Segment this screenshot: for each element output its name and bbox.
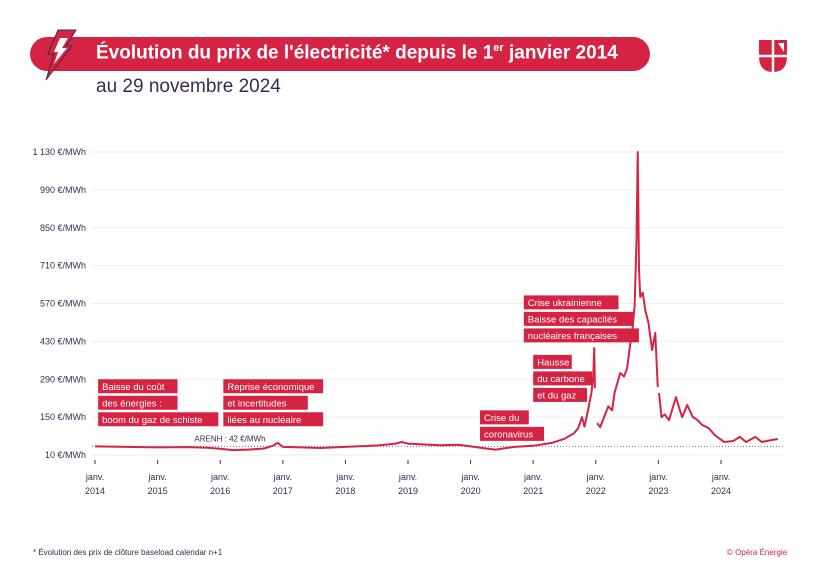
annotation-box — [479, 410, 529, 425]
price-line — [658, 392, 779, 444]
x-tick-label-month: janv. — [460, 472, 479, 482]
title-text: Évolution du prix de l'électricité* depu… — [96, 42, 494, 64]
x-tick-label-year: 2017 — [273, 486, 293, 496]
title-superscript: er — [493, 42, 504, 54]
x-tick-label-month: janv. — [273, 472, 292, 482]
x-tick-label-year: 2016 — [210, 486, 230, 496]
annotation-text: Baisse du coût — [102, 382, 165, 393]
y-tick-label: 710 €/MWh — [40, 261, 86, 271]
x-tick-label-month: janv. — [711, 472, 730, 482]
y-tick-label: 290 €/MWh — [40, 374, 86, 384]
annotation-text: du carbone — [537, 374, 585, 385]
annotation-box — [98, 395, 178, 410]
y-tick-label: 10 €/MWh — [45, 450, 86, 460]
x-tick-label-year: 2019 — [398, 486, 418, 496]
x-tick-label-year: 2021 — [523, 486, 543, 496]
lightning-bolt-icon — [45, 29, 77, 81]
x-tick-label-month: janv. — [210, 472, 229, 482]
annotation-box — [533, 371, 593, 386]
page-title: Évolution du prix de l'électricité* depu… — [96, 42, 618, 64]
annotation-box — [523, 328, 639, 343]
arenh-label: ARENH : 42 €/MWh — [194, 434, 265, 443]
y-tick-label: 850 €/MWh — [40, 223, 86, 233]
page-subtitle: au 29 novembre 2024 — [96, 76, 281, 97]
copyright: © Opéra Énergie — [727, 548, 788, 557]
annotation-box — [523, 311, 634, 326]
x-tick-label-year: 2020 — [461, 486, 481, 496]
x-tick-label-month: janv. — [335, 472, 354, 482]
y-tick-label: 990 €/MWh — [40, 185, 86, 195]
x-tick-label-year: 2024 — [711, 486, 731, 496]
x-tick-label-month: janv. — [147, 472, 166, 482]
y-tick-label: 1 130 €/MWh — [32, 147, 86, 157]
annotation-box — [523, 295, 619, 310]
annotation-text: coronavirus — [484, 429, 533, 440]
x-tick-label-month: janv. — [523, 472, 542, 482]
annotation-text: liées au nucléaire — [227, 415, 301, 426]
x-tick-label-month: janv. — [586, 472, 605, 482]
annotation-text: Hausse — [537, 357, 569, 368]
price-line — [94, 347, 597, 452]
x-tick-label-year: 2023 — [648, 486, 668, 496]
annotation-text: Reprise économique — [227, 382, 314, 393]
x-tick-label-month: janv. — [85, 472, 104, 482]
opera-energie-logo — [759, 40, 787, 72]
annotation-text: et incertitudes — [227, 398, 286, 409]
x-tick-label-year: 2014 — [85, 486, 105, 496]
annotation-text: Crise du — [484, 413, 519, 424]
x-tick-label-month: janv. — [648, 472, 667, 482]
y-tick-label: 430 €/MWh — [40, 336, 86, 346]
y-tick-label: 570 €/MWh — [40, 299, 86, 309]
annotation-box — [223, 412, 324, 427]
annotation-text: et du gaz — [537, 390, 576, 401]
annotation-box — [533, 354, 572, 369]
annotation-text: nucléaires françaises — [528, 331, 617, 342]
x-tick-label-year: 2022 — [586, 486, 606, 496]
annotation-box — [223, 379, 324, 394]
title-banner — [30, 37, 650, 71]
price-line — [596, 151, 659, 429]
annotation-box — [533, 387, 588, 402]
x-tick-label-year: 2015 — [148, 486, 168, 496]
annotation-box — [98, 412, 219, 427]
annotation-text: des énergies : — [102, 398, 162, 409]
footnote: * Évolution des prix de clôture baseload… — [33, 548, 223, 557]
title-end: janvier 2014 — [503, 42, 618, 64]
x-tick-label-month: janv. — [398, 472, 417, 482]
x-tick-label-year: 2018 — [335, 486, 355, 496]
annotation-text: Crise ukrainienne — [528, 298, 602, 309]
y-tick-label: 150 €/MWh — [40, 412, 86, 422]
annotation-box — [479, 426, 545, 441]
annotation-box — [98, 379, 178, 394]
annotation-text: Baisse des capacités — [528, 314, 617, 325]
annotation-box — [223, 395, 308, 410]
annotation-text: boom du gaz de schiste — [102, 415, 202, 426]
